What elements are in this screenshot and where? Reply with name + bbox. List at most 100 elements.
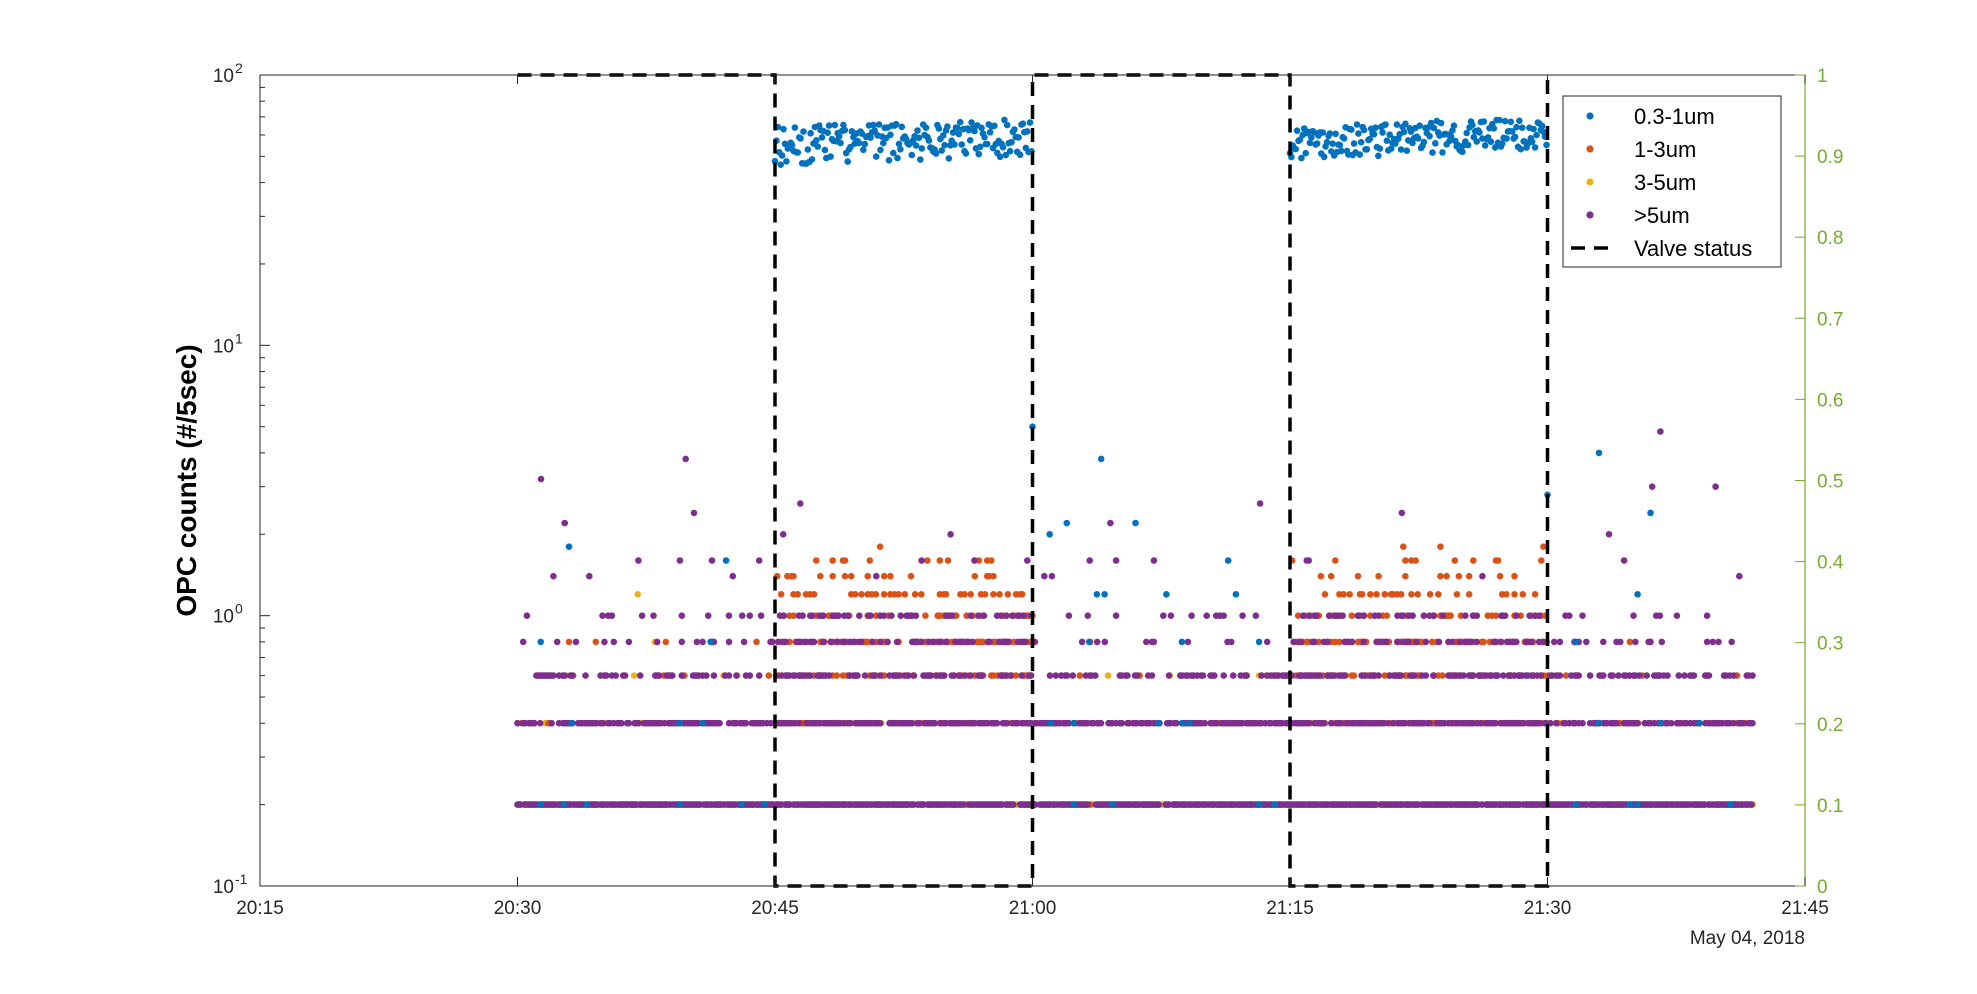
point-1-3um	[662, 638, 670, 646]
point-gt-5um	[1690, 672, 1698, 679]
point-0-3-1um	[831, 121, 839, 129]
point-0-3-1um	[1132, 519, 1139, 527]
point-gt-5um	[993, 719, 1001, 727]
point-gt-5um	[716, 719, 723, 727]
point-0-3-1um	[1109, 801, 1116, 808]
point-0-3-1um	[1426, 132, 1433, 140]
point-0-3-1um	[1437, 119, 1445, 127]
point-gt-5um	[1664, 672, 1671, 679]
point-gt-5um	[1201, 719, 1209, 727]
point-0-3-1um	[1326, 130, 1334, 137]
point-gt-5um	[774, 638, 782, 646]
point-1-3um	[753, 638, 760, 646]
point-gt-5um	[1360, 612, 1367, 619]
legend-entry-label: 0.3-1um	[1634, 104, 1715, 129]
point-0-3-1um	[1026, 119, 1034, 126]
point-gt-5um	[1632, 638, 1639, 646]
point-1-3um	[988, 557, 995, 564]
point-gt-5um	[740, 638, 748, 646]
point-gt-5um	[519, 638, 527, 646]
point-gt-5um	[795, 719, 803, 727]
point-0-3-1um	[1329, 140, 1336, 147]
point-gt-5um	[1513, 612, 1520, 619]
point-1-3um	[872, 591, 880, 598]
point-gt-5um	[1052, 672, 1059, 679]
point-0-3-1um	[1308, 134, 1315, 141]
point-0-3-1um	[797, 135, 804, 142]
point-1-3um	[864, 572, 871, 580]
point-1-3um	[1470, 557, 1477, 564]
point-gt-5um	[1648, 483, 1656, 491]
point-gt-5um	[1010, 801, 1017, 808]
point-gt-5um	[1499, 672, 1507, 679]
point-0-3-1um	[1348, 126, 1355, 133]
point-gt-5um	[638, 612, 646, 619]
point-0-3-1um	[804, 146, 812, 153]
point-gt-5um	[897, 612, 905, 619]
point-gt-5um	[1371, 801, 1379, 808]
point-gt-5um	[1469, 672, 1477, 679]
point-0-3-1um	[1595, 719, 1603, 727]
point-gt-5um	[861, 672, 869, 679]
point-0-3-1um	[1476, 129, 1483, 136]
point-0-3-1um	[1439, 149, 1446, 156]
point-gt-5um	[1101, 638, 1109, 646]
point-0-3-1um	[1496, 116, 1503, 124]
point-0-3-1um	[568, 719, 575, 727]
point-0-3-1um	[1008, 138, 1015, 146]
point-gt-5um	[810, 638, 818, 646]
point-gt-5um	[1093, 638, 1101, 646]
y-right-tick-label: 0.7	[1817, 309, 1843, 330]
point-1-3um	[1540, 543, 1547, 550]
point-0-3-1um	[1595, 449, 1603, 457]
point-gt-5um	[676, 557, 684, 564]
y-right-tick-label: 0.8	[1817, 228, 1843, 249]
point-gt-5um	[599, 612, 606, 619]
point-0-3-1um	[855, 139, 863, 147]
point-gt-5um	[537, 475, 545, 483]
point-gt-5um	[1020, 612, 1027, 619]
point-gt-5um	[808, 612, 816, 619]
point-gt-5um	[1258, 672, 1265, 679]
point-0-3-1um	[955, 130, 963, 138]
point-0-3-1um	[813, 137, 820, 144]
point-0-3-1um	[898, 123, 906, 131]
point-0-3-1um	[958, 141, 965, 148]
point-gt-5um	[1715, 638, 1722, 646]
point-1-3um	[817, 572, 824, 580]
point-gt-5um	[1411, 672, 1418, 679]
point-gt-5um	[1160, 612, 1167, 619]
point-gt-5um	[780, 612, 788, 619]
point-gt-5um	[910, 672, 918, 679]
legend-entry-label: 1-3um	[1634, 137, 1696, 162]
point-0-3-1um	[932, 150, 940, 157]
point-gt-5um	[1462, 612, 1469, 619]
point-1-3um	[841, 572, 849, 580]
point-gt-5um	[1086, 557, 1093, 564]
point-0-3-1um	[1450, 122, 1458, 129]
point-gt-5um	[1613, 719, 1620, 727]
point-gt-5um	[1167, 612, 1175, 619]
point-0-3-1um	[1350, 140, 1358, 147]
point-0-3-1um	[777, 161, 784, 168]
point-0-3-1um	[1356, 151, 1364, 158]
point-0-3-1um	[1255, 638, 1263, 646]
point-1-3um	[1531, 591, 1539, 598]
point-gt-5um	[1305, 612, 1312, 619]
point-gt-5um	[1448, 638, 1456, 646]
point-gt-5um	[876, 638, 884, 646]
point-gt-5um	[1439, 612, 1447, 619]
point-gt-5um	[997, 612, 1005, 619]
point-0-3-1um	[1657, 719, 1665, 727]
point-gt-5um	[986, 638, 993, 646]
point-0-3-1um	[825, 122, 833, 129]
point-gt-5um	[1046, 672, 1054, 679]
point-gt-5um	[1681, 672, 1688, 679]
point-gt-5um	[1703, 638, 1711, 646]
point-gt-5um	[1586, 672, 1594, 679]
x-tick-label: 20:30	[494, 898, 542, 919]
point-1-3um	[592, 638, 600, 646]
point-0-3-1um	[1011, 126, 1018, 133]
point-0-3-1um	[975, 150, 983, 158]
point-0-3-1um	[835, 133, 843, 140]
